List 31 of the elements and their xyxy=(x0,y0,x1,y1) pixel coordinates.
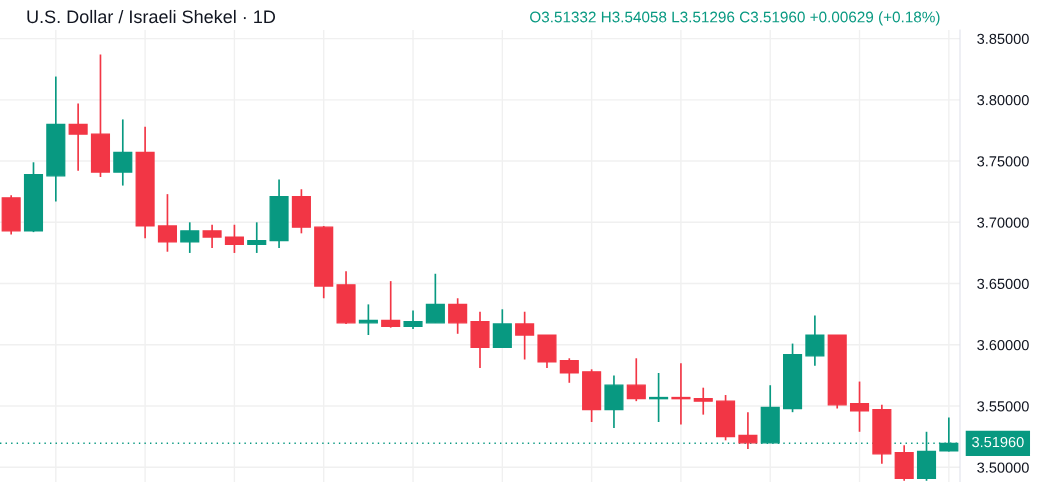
y-tick-label: 3.50000 xyxy=(977,462,1029,473)
candlestick xyxy=(939,416,959,453)
y-tick-label: 3.60000 xyxy=(977,339,1029,351)
chart-title: U.S. Dollar / Israeli Shekel · 1D xyxy=(27,9,276,24)
candlestick xyxy=(224,223,244,254)
candlestick xyxy=(448,297,468,335)
candlestick xyxy=(202,223,222,249)
y-tick-label: 3.70000 xyxy=(977,217,1029,228)
candlestick xyxy=(425,272,445,324)
candlestick xyxy=(738,411,758,450)
candlestick xyxy=(805,314,825,367)
candlestick xyxy=(157,193,177,253)
candlestick xyxy=(68,102,88,172)
text: O3.51332 H3.54058 L3.51296 C3.51960 +0.00629 (+0.18%) xyxy=(530,11,940,26)
y-tick-label: 3.65000 xyxy=(977,278,1029,289)
candlestick xyxy=(180,221,200,254)
candlestick xyxy=(849,380,870,433)
candlestick xyxy=(492,308,512,349)
candlestick xyxy=(626,357,646,402)
y-tick-label: 3.80000 xyxy=(977,94,1029,106)
candlestick xyxy=(693,386,713,416)
candlestick xyxy=(515,310,535,361)
y-tick-label: 3.55000 xyxy=(977,401,1029,412)
candlestick xyxy=(403,309,423,330)
candlestick xyxy=(113,118,133,187)
candlestick xyxy=(381,280,401,329)
candlestick xyxy=(559,357,579,384)
candlestick xyxy=(247,221,267,254)
y-tick-label: 3.75000 xyxy=(977,156,1029,167)
ref-line-label: 3.51960 xyxy=(972,436,1024,448)
y-tick-label: 3.85000 xyxy=(977,33,1029,44)
